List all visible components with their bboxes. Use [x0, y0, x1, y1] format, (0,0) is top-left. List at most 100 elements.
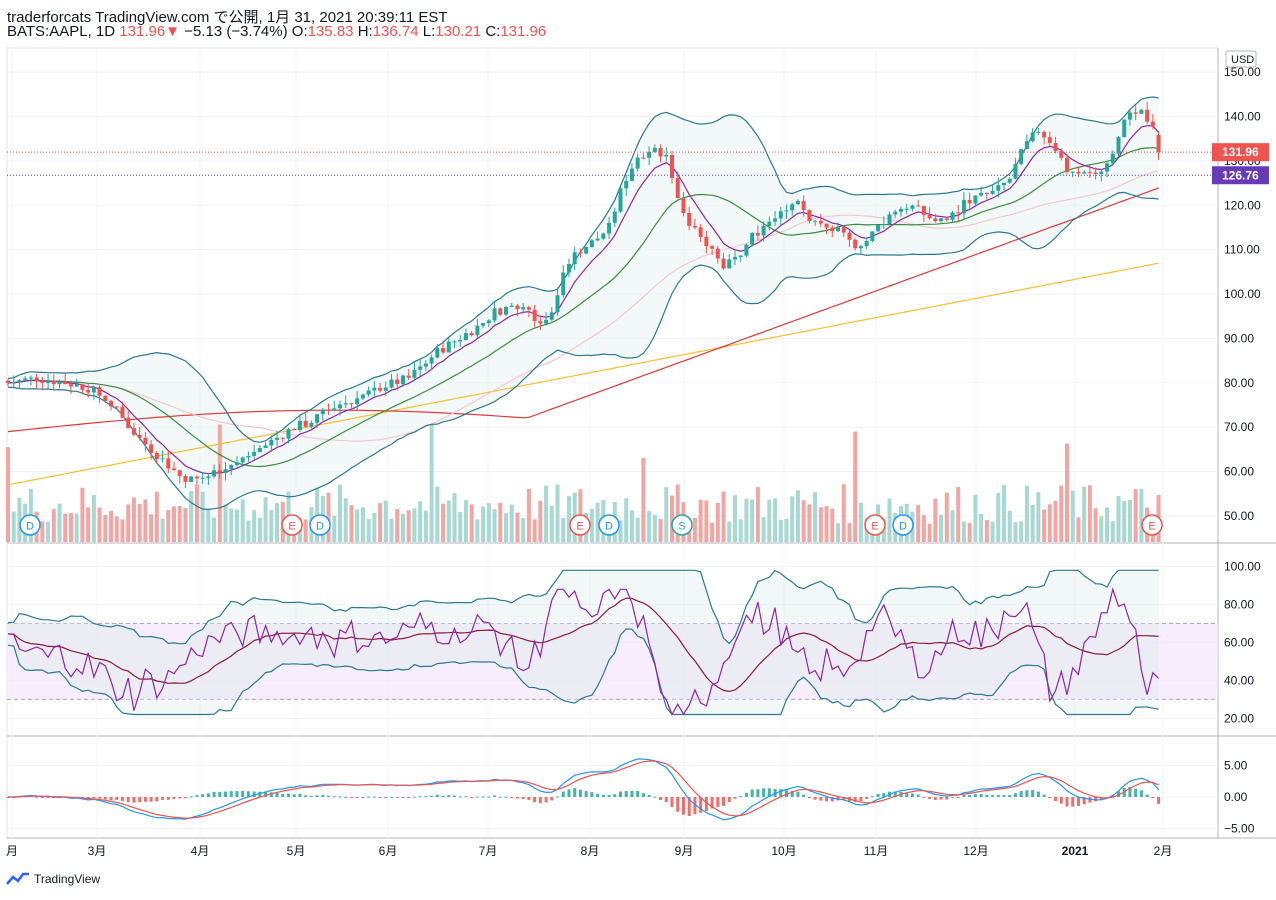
- candle-body: [498, 308, 503, 315]
- ohlc-line: BATS:AAPL, 1D 131.96▼ −5.13 (−3.74%) O:1…: [7, 23, 546, 40]
- volume-bar: [143, 499, 148, 542]
- macd-hist-bar: [441, 795, 445, 797]
- rsi-tick-label: 80.00: [1224, 597, 1254, 611]
- volume-bar: [967, 522, 972, 542]
- time-label: 5月: [287, 844, 306, 858]
- candle-body: [589, 240, 594, 248]
- macd-hist-bar: [744, 792, 748, 797]
- candle-body: [103, 395, 108, 402]
- macd-hist-bar: [504, 796, 508, 798]
- macd-hist-bar: [813, 797, 817, 800]
- volume-bar: [40, 521, 45, 542]
- volume-bar: [1070, 490, 1075, 542]
- volume-bar: [549, 506, 554, 542]
- candle-body: [183, 475, 188, 482]
- macd-hist-bar: [910, 793, 914, 797]
- macd-hist-bar: [533, 797, 537, 803]
- volume-bar: [160, 518, 165, 542]
- candle-body: [521, 307, 526, 310]
- candle-body: [509, 305, 514, 307]
- macd-hist-bar: [1036, 791, 1040, 797]
- volume-bar: [441, 503, 446, 542]
- candle-body: [624, 180, 629, 189]
- volume-bar: [429, 424, 434, 542]
- candle-body: [412, 369, 417, 378]
- candle-body: [1030, 132, 1035, 142]
- macd-hist-bar: [624, 791, 628, 797]
- candle-body: [1156, 135, 1161, 153]
- volume-bar: [1110, 521, 1115, 542]
- volume-bar: [784, 518, 789, 542]
- candle-body: [343, 403, 348, 405]
- macd-hist-bar: [338, 796, 342, 798]
- volume-bar: [395, 508, 400, 542]
- macd-hist-bar: [538, 797, 542, 804]
- time-label: 月: [6, 844, 18, 858]
- candle-body: [818, 220, 823, 224]
- candle-body: [990, 190, 995, 194]
- rsi-tick-label: 60.00: [1224, 635, 1254, 649]
- candle-body: [257, 447, 262, 452]
- candle-body: [1116, 137, 1121, 154]
- volume-bar: [670, 495, 675, 542]
- macd-hist-bar: [344, 796, 348, 798]
- volume-bar: [715, 502, 720, 542]
- macd-hist-bar: [149, 797, 153, 802]
- macd-hist-bar: [985, 794, 989, 797]
- candle-body: [595, 238, 600, 241]
- candle-body: [458, 339, 463, 342]
- candle-body: [755, 233, 760, 236]
- volume-bar: [172, 506, 177, 542]
- event-dividend-icon: [598, 514, 620, 536]
- macd-signal-line: [8, 760, 1159, 819]
- macd-hist-bar: [613, 794, 617, 797]
- macd-hist-bar: [664, 797, 668, 803]
- symbol-label[interactable]: BATS:AAPL, 1D: [7, 23, 116, 40]
- volume-bar: [80, 487, 85, 542]
- volume-bar: [836, 523, 841, 542]
- volume-bar: [400, 513, 405, 542]
- macd-hist-bar: [241, 790, 245, 797]
- candle-body: [801, 201, 806, 211]
- candle-body: [23, 378, 28, 381]
- macd-hist-bar: [601, 795, 605, 797]
- macd-hist-bar: [865, 797, 869, 800]
- macd-hist-bar: [733, 797, 737, 799]
- candle-body: [1122, 119, 1127, 138]
- macd-hist-bar: [825, 797, 829, 802]
- macd-histogram: [6, 787, 1161, 817]
- candle-body: [675, 177, 680, 199]
- candle-body: [824, 223, 829, 228]
- macd-hist-bar: [956, 797, 960, 798]
- publish-line: traderforcats TradingView.com で公開, 1月 31…: [7, 9, 448, 26]
- candle-body: [858, 246, 863, 249]
- volume-bar: [109, 510, 114, 542]
- volume-bar: [446, 500, 451, 542]
- volume-bar: [761, 516, 766, 542]
- volume-bar: [252, 510, 257, 542]
- macd-hist-bar: [235, 791, 239, 797]
- candle-body: [57, 381, 62, 385]
- macd-hist-bar: [561, 791, 565, 797]
- candle-body: [732, 257, 737, 260]
- candle-body: [1047, 137, 1052, 143]
- event-label: D: [899, 521, 907, 533]
- macd-hist-bar: [1031, 790, 1035, 797]
- sma-line: [7, 187, 1159, 433]
- candle-body: [1110, 153, 1115, 164]
- macd-hist-bar: [1076, 797, 1080, 806]
- candle-body: [698, 227, 703, 237]
- candle-body: [504, 306, 509, 315]
- macd-hist-bar: [332, 796, 336, 798]
- candle-body: [200, 477, 205, 479]
- macd-hist-bar: [1116, 791, 1120, 797]
- volume-bar: [475, 519, 480, 542]
- macd-hist-bar: [802, 794, 806, 797]
- volume-bar: [183, 508, 188, 542]
- macd-hist-bar: [641, 793, 645, 797]
- candle-body: [601, 233, 606, 239]
- macd-hist-bar: [418, 796, 422, 798]
- candle-body: [349, 403, 354, 405]
- macd-hist-bar: [298, 793, 302, 797]
